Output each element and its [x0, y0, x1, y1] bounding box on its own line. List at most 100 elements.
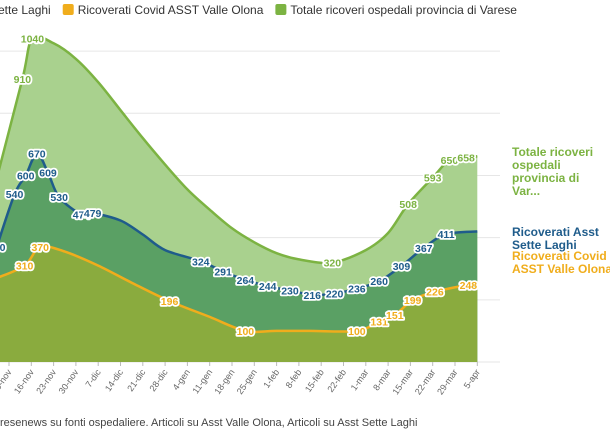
data-label: 220	[326, 289, 344, 301]
legend-item-0[interactable]: ette Laghi	[0, 3, 51, 17]
source-note: resenews su fonti ospedaliere. Articoli …	[0, 417, 417, 429]
legend-swatch	[275, 4, 287, 15]
data-label: 100	[348, 326, 366, 338]
x-tick-label: 21-dic	[125, 367, 148, 393]
data-point[interactable]	[431, 288, 439, 296]
data-point[interactable]	[397, 262, 405, 270]
data-point[interactable]	[308, 291, 316, 299]
data-label: 230	[281, 285, 299, 297]
data-point[interactable]	[328, 259, 336, 267]
data-point[interactable]	[18, 75, 26, 83]
series-end-labels: Totale ricoveri ospedali provincia di Var..…	[512, 145, 610, 276]
end-label-totale-ricoveri-ospedali-provincia-di-varese: Totale ricoveri ospedali provincia di Var..…	[512, 145, 593, 198]
data-point[interactable]	[286, 286, 294, 294]
x-tick-label: 14-dic	[103, 367, 126, 393]
data-label: 600	[17, 170, 35, 182]
data-point[interactable]	[77, 211, 85, 219]
x-tick-label: 22-feb	[325, 367, 348, 394]
data-label: 264	[237, 275, 255, 287]
data-point[interactable]	[375, 277, 383, 285]
data-point[interactable]	[241, 276, 249, 284]
x-tick-label: 23-nov	[34, 367, 58, 396]
data-label: 236	[348, 284, 366, 296]
data-point[interactable]	[89, 209, 97, 217]
data-label: 309	[393, 261, 411, 273]
data-label: 196	[161, 296, 179, 308]
data-label: 131	[370, 316, 388, 328]
x-tick-label: 22-mar	[413, 367, 438, 396]
data-point[interactable]	[442, 230, 450, 238]
data-point[interactable]	[464, 281, 472, 289]
data-label: 151	[386, 310, 404, 322]
data-point[interactable]	[28, 35, 36, 43]
legend[interactable]: ette Laghi Ricoverati Covid ASST Valle Ol…	[0, 3, 517, 17]
x-tick-label: 5-apr	[462, 367, 482, 390]
data-point[interactable]	[331, 290, 339, 298]
data-label: 593	[424, 173, 442, 185]
data-point[interactable]	[55, 193, 63, 201]
data-label: 658	[457, 152, 475, 164]
x-tick-label: 15-mar	[390, 367, 415, 396]
x-tick-label: 9-nov	[0, 367, 14, 392]
end-label-ricoverati-covid-asst-valle-olona: Ricoverati Covid ASST Valle Olona	[512, 249, 610, 276]
data-point[interactable]	[429, 174, 437, 182]
x-tick-label: 11-gen	[190, 367, 214, 395]
data-point[interactable]	[197, 257, 205, 265]
data-point[interactable]	[166, 297, 174, 305]
data-label: 474	[73, 210, 91, 222]
data-point[interactable]	[404, 200, 412, 208]
data-label: 370	[31, 242, 49, 254]
data-label: 226	[426, 287, 444, 299]
x-tick-label: 30-nov	[57, 367, 81, 396]
end-label-ricoverati-asst-sette-laghi: Ricoverati Asst Sette Laghi	[512, 225, 599, 252]
data-label: 670	[28, 149, 46, 161]
data-point[interactable]	[22, 171, 30, 179]
x-tick-label: 15-feb	[303, 367, 326, 394]
legend-label: Totale ricoveri ospedali provincia di Va…	[290, 3, 517, 17]
data-label: 609	[39, 168, 57, 180]
data-label: 411	[438, 229, 455, 241]
data-label: 324	[192, 256, 210, 268]
data-point[interactable]	[219, 268, 227, 276]
data-point[interactable]	[264, 282, 272, 290]
data-point[interactable]	[353, 285, 361, 293]
data-label: 291	[214, 267, 232, 279]
x-tick-label: 1-mar	[349, 367, 371, 392]
data-point[interactable]	[391, 311, 399, 319]
x-tick-label: 8-feb	[284, 367, 304, 390]
legend-swatch	[62, 4, 74, 15]
x-tick-label: 16-nov	[12, 367, 36, 396]
data-point[interactable]	[44, 169, 52, 177]
data-point[interactable]	[462, 153, 470, 161]
data-label: 479	[84, 208, 102, 220]
x-tick-label: 7-dic	[83, 367, 103, 389]
data-label: 1040	[21, 34, 45, 46]
data-point[interactable]	[409, 296, 417, 304]
data-label: 260	[370, 276, 388, 288]
legend-label: ette Laghi	[0, 3, 51, 17]
line-totale-ricoveri-ospedali-provincia-di-varese	[0, 35, 478, 265]
data-point[interactable]	[353, 327, 361, 335]
data-point[interactable]	[375, 317, 383, 325]
legend-item-2[interactable]: Totale ricoveri ospedali provincia di Va…	[275, 3, 517, 17]
data-point[interactable]	[11, 190, 19, 198]
legend-item-1[interactable]: Ricoverati Covid ASST Valle Olona	[62, 3, 264, 17]
data-point[interactable]	[21, 262, 29, 270]
data-label: 530	[50, 192, 68, 204]
data-point[interactable]	[33, 150, 41, 158]
data-point[interactable]	[241, 327, 249, 335]
data-label: 216	[304, 290, 322, 302]
x-tick-label: 8-mar	[371, 367, 393, 392]
x-tick-label: 29-mar	[435, 367, 460, 396]
data-label: 248	[460, 280, 478, 292]
data-label: 320	[324, 258, 342, 270]
x-tick-label: 25-gen	[235, 367, 259, 396]
data-label: 540	[6, 189, 24, 201]
data-point[interactable]	[36, 243, 44, 251]
x-tick-label: 4-gen	[171, 367, 192, 392]
data-point[interactable]	[420, 244, 428, 252]
data-point[interactable]	[445, 156, 453, 164]
